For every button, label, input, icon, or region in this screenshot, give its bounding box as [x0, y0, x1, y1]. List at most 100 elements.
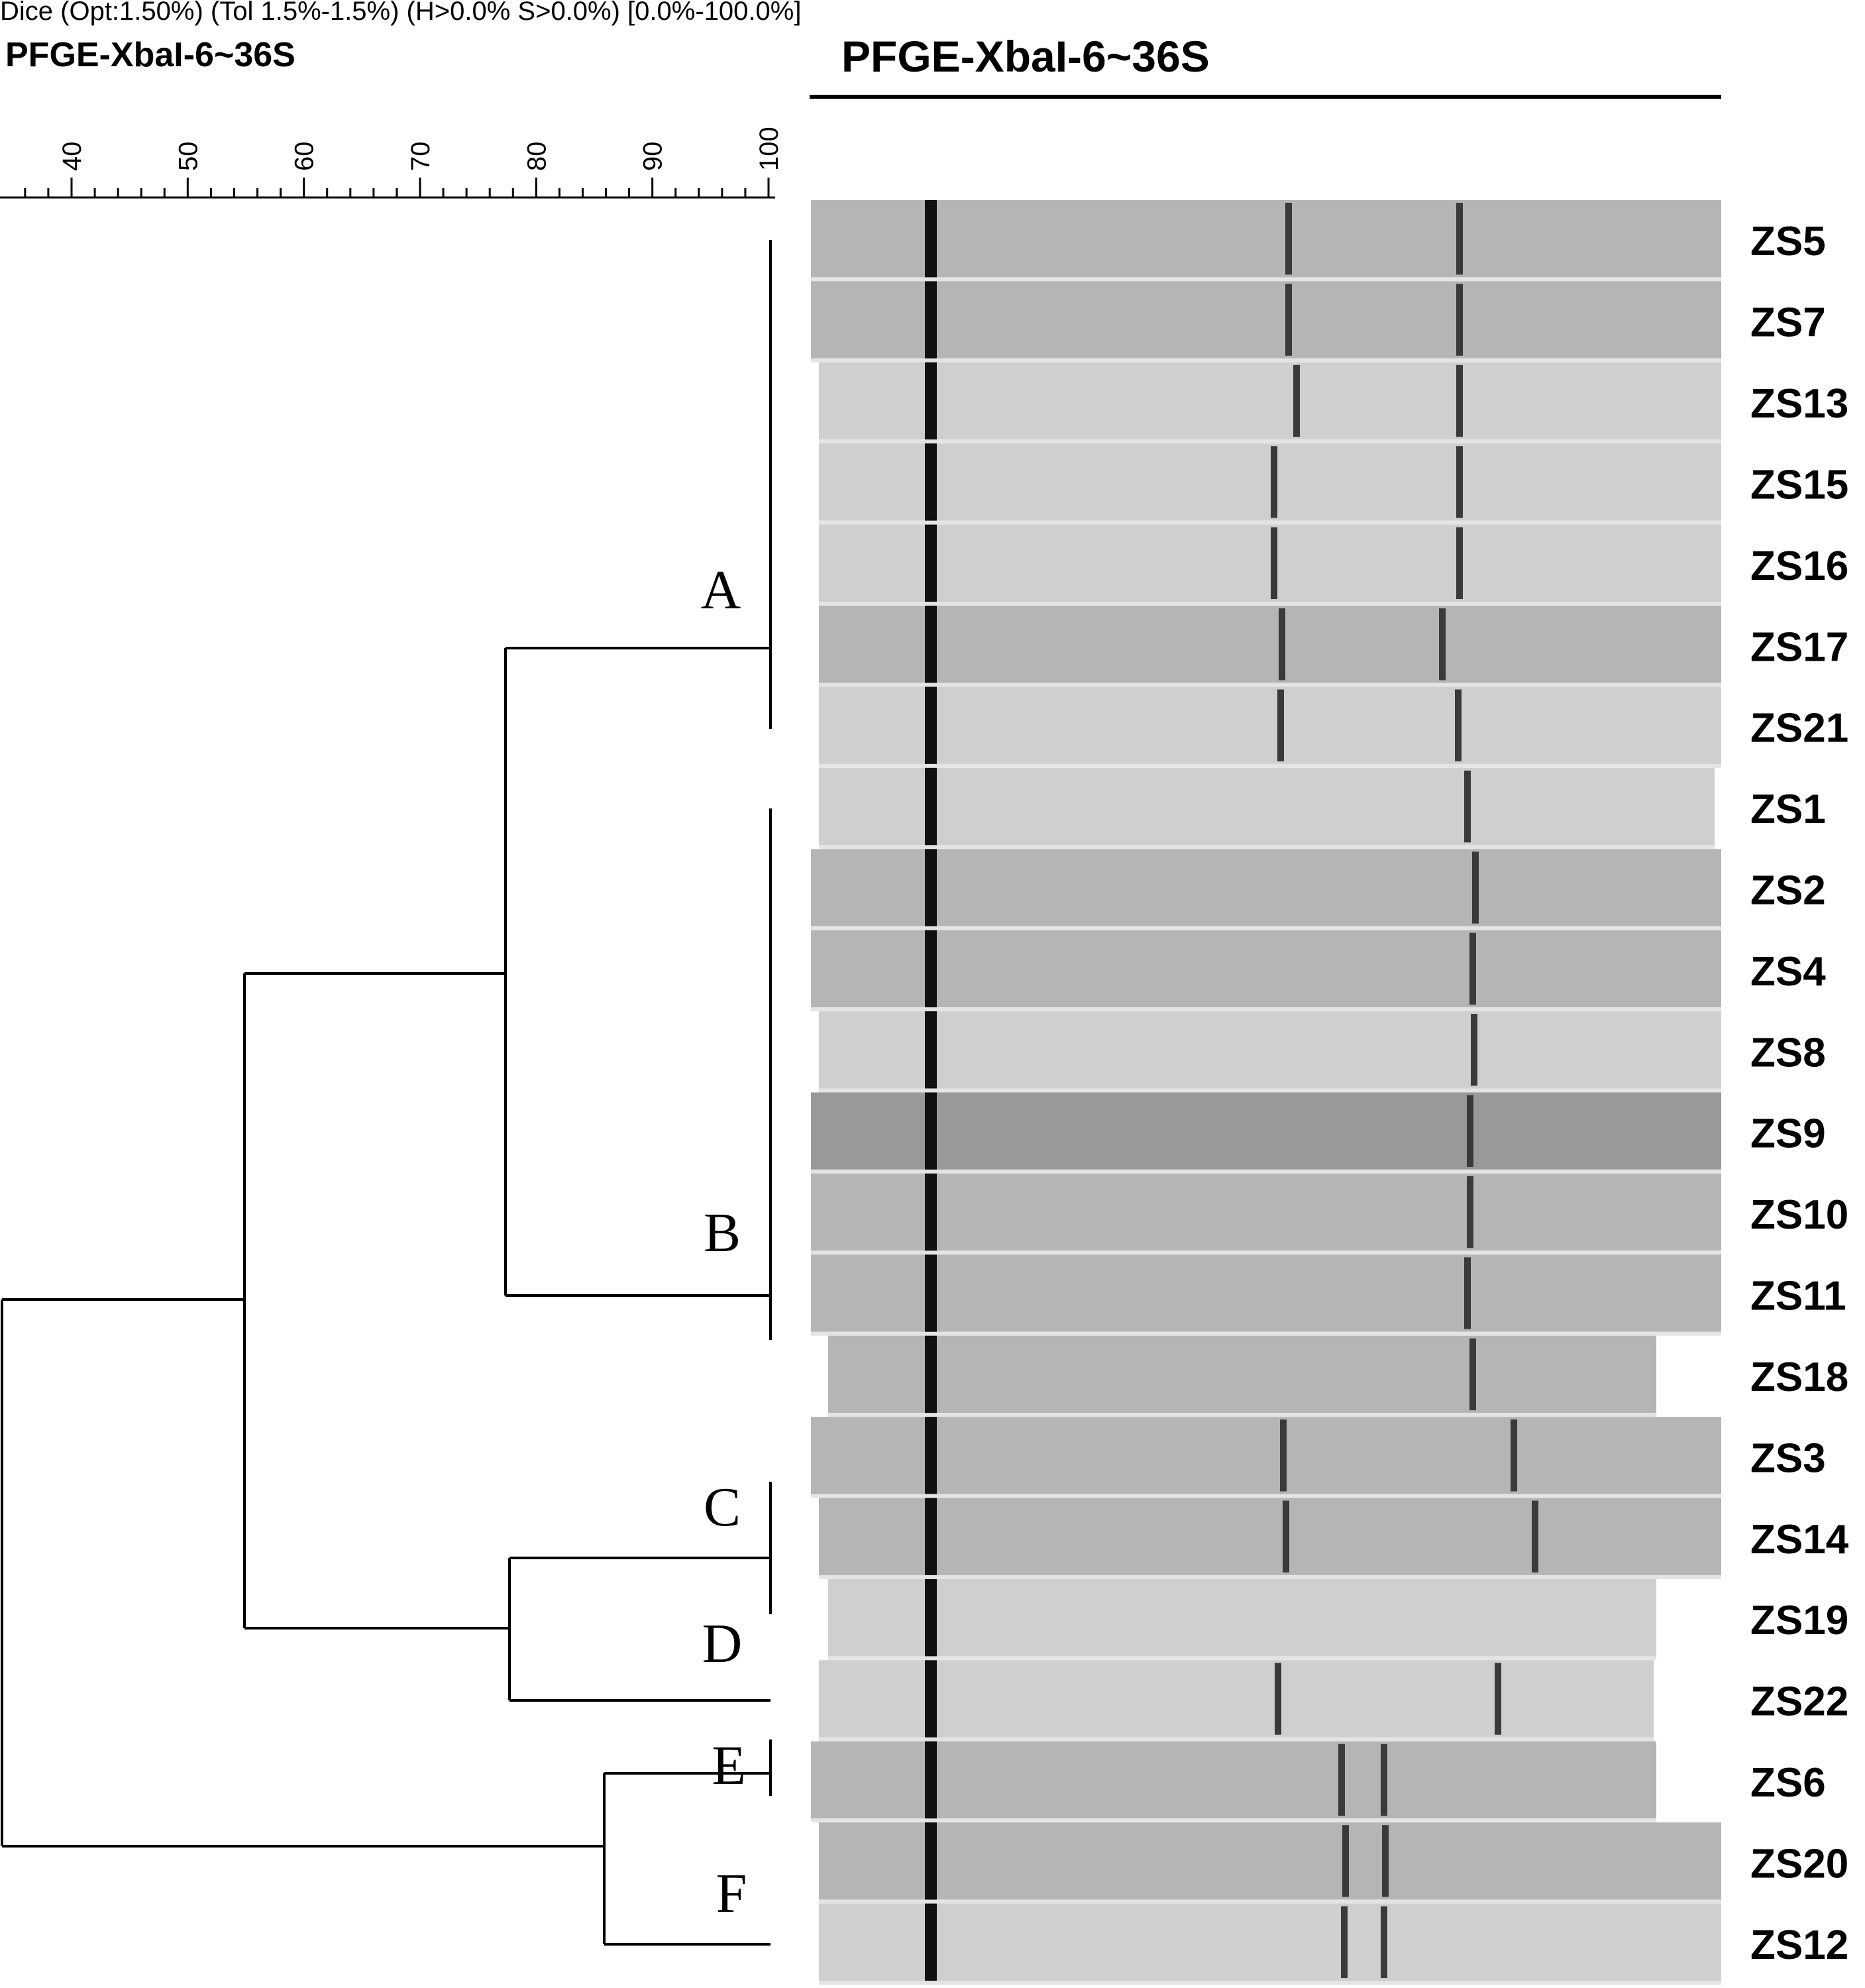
- lane-label: ZS5: [1750, 219, 1826, 264]
- lane-separator: [819, 602, 1721, 606]
- dna-band: [1382, 1825, 1389, 1897]
- scale-minor-ticks: [24, 188, 747, 197]
- lane-background: [819, 1011, 1721, 1089]
- gel-lane: [819, 443, 1721, 525]
- dna-band: [1381, 1906, 1387, 1978]
- gel-lane: [819, 1822, 1721, 1904]
- dna-band: [1285, 203, 1292, 275]
- dna-band: [1277, 689, 1284, 761]
- lane-separator: [811, 1818, 1656, 1823]
- lane-label: ZS17: [1750, 624, 1848, 670]
- marker-band: [925, 1822, 937, 1900]
- lane-label: ZS7: [1750, 300, 1826, 346]
- lane-separator: [811, 1494, 1721, 1498]
- gel-lane: [828, 1335, 1656, 1417]
- lane-background: [811, 200, 1721, 278]
- lane-background: [819, 1822, 1721, 1900]
- lane-label: ZS18: [1750, 1354, 1848, 1400]
- marker-band: [925, 1335, 937, 1413]
- dna-band: [1271, 446, 1277, 518]
- dna-band: [1280, 1419, 1287, 1492]
- scale-tick-label: 70: [406, 142, 435, 172]
- dna-band: [1439, 608, 1446, 681]
- lane-label: ZS11: [1750, 1274, 1846, 1319]
- lane-background: [819, 606, 1721, 683]
- lane-separator: [819, 439, 1721, 444]
- lane-label: ZS12: [1750, 1922, 1848, 1968]
- dna-band: [1271, 527, 1277, 600]
- marker-band: [925, 443, 937, 521]
- lane-separator: [819, 1899, 1721, 1904]
- gel-lane: [819, 524, 1721, 606]
- dna-band: [1467, 1176, 1473, 1248]
- marker-band: [925, 1903, 937, 1981]
- scale-major-ticks: [70, 178, 770, 197]
- lane-label: ZS15: [1750, 462, 1848, 508]
- experiment-title-gel: PFGE-XbaI-6~36S: [841, 32, 1210, 81]
- lane-background: [819, 443, 1721, 521]
- lane-label: ZS21: [1750, 706, 1848, 751]
- lane-background: [819, 362, 1721, 440]
- gel-lane: [811, 1741, 1656, 1823]
- lane-background: [811, 930, 1721, 1008]
- marker-band: [925, 281, 937, 359]
- marker-band: [925, 1254, 937, 1332]
- lane-background: [819, 767, 1715, 846]
- lane-background: [811, 1417, 1721, 1494]
- scale-tick-labels: 40 50 60 70 80 90 100: [58, 127, 784, 171]
- dna-band: [1283, 1500, 1289, 1573]
- dna-band: [1456, 203, 1463, 275]
- scale-tick-label: 90: [639, 141, 668, 171]
- lane-label: ZS1: [1750, 787, 1826, 832]
- lane-label: ZS22: [1750, 1679, 1848, 1725]
- lane-background: [811, 281, 1721, 359]
- gel-lane: [811, 1417, 1721, 1498]
- gel-lane: [811, 200, 1721, 282]
- gel-lane: [811, 1254, 1721, 1336]
- lane-label: ZS20: [1750, 1841, 1848, 1887]
- lane-separator: [811, 1169, 1721, 1174]
- dna-band: [1456, 284, 1463, 356]
- lane-background: [819, 1660, 1654, 1738]
- dna-band: [1456, 446, 1463, 518]
- cluster-label-f: F: [716, 1863, 747, 1924]
- marker-band: [925, 1578, 937, 1657]
- lane-separator: [819, 1737, 1654, 1741]
- dna-band: [1456, 364, 1463, 437]
- gel-image: [811, 200, 1721, 1985]
- experiment-title-left: PFGE-XbaI-6~36S: [5, 36, 295, 74]
- lane-label: ZS13: [1750, 381, 1848, 427]
- dna-band: [1293, 364, 1300, 437]
- cluster-label-c: C: [704, 1476, 741, 1538]
- lane-label: ZS10: [1750, 1192, 1848, 1238]
- gel-lane: [811, 281, 1721, 362]
- cluster-label-d: D: [702, 1613, 743, 1675]
- marker-band: [925, 1741, 937, 1819]
- scale-tick-label: 60: [290, 142, 319, 171]
- cluster-label-e: E: [712, 1735, 745, 1796]
- lane-background: [819, 687, 1721, 764]
- lane-background: [828, 1335, 1656, 1413]
- lane-background: [819, 1903, 1721, 1981]
- gel-lane: [819, 687, 1721, 768]
- dna-band: [1275, 1663, 1281, 1735]
- analysis-settings-text: Dice (Opt:1.50%) (Tol 1.5%-1.5%) (H>0.0%…: [0, 0, 801, 26]
- lane-background: [811, 1173, 1721, 1251]
- lane-separator: [811, 1331, 1721, 1336]
- dna-band: [1285, 284, 1292, 356]
- dna-band: [1381, 1743, 1387, 1816]
- dna-band: [1341, 1906, 1348, 1978]
- lane-label: ZS16: [1750, 543, 1848, 589]
- dna-band: [1464, 1257, 1471, 1329]
- marker-band: [925, 200, 937, 278]
- marker-band: [925, 1417, 937, 1494]
- scale-tick-label: 100: [755, 127, 784, 171]
- dna-band: [1464, 770, 1471, 843]
- lane-separator: [819, 683, 1721, 687]
- lane-background: [811, 1741, 1656, 1819]
- marker-band: [925, 930, 937, 1008]
- marker-band: [925, 767, 937, 846]
- lane-background: [811, 849, 1721, 926]
- lane-separator: [819, 1981, 1721, 1985]
